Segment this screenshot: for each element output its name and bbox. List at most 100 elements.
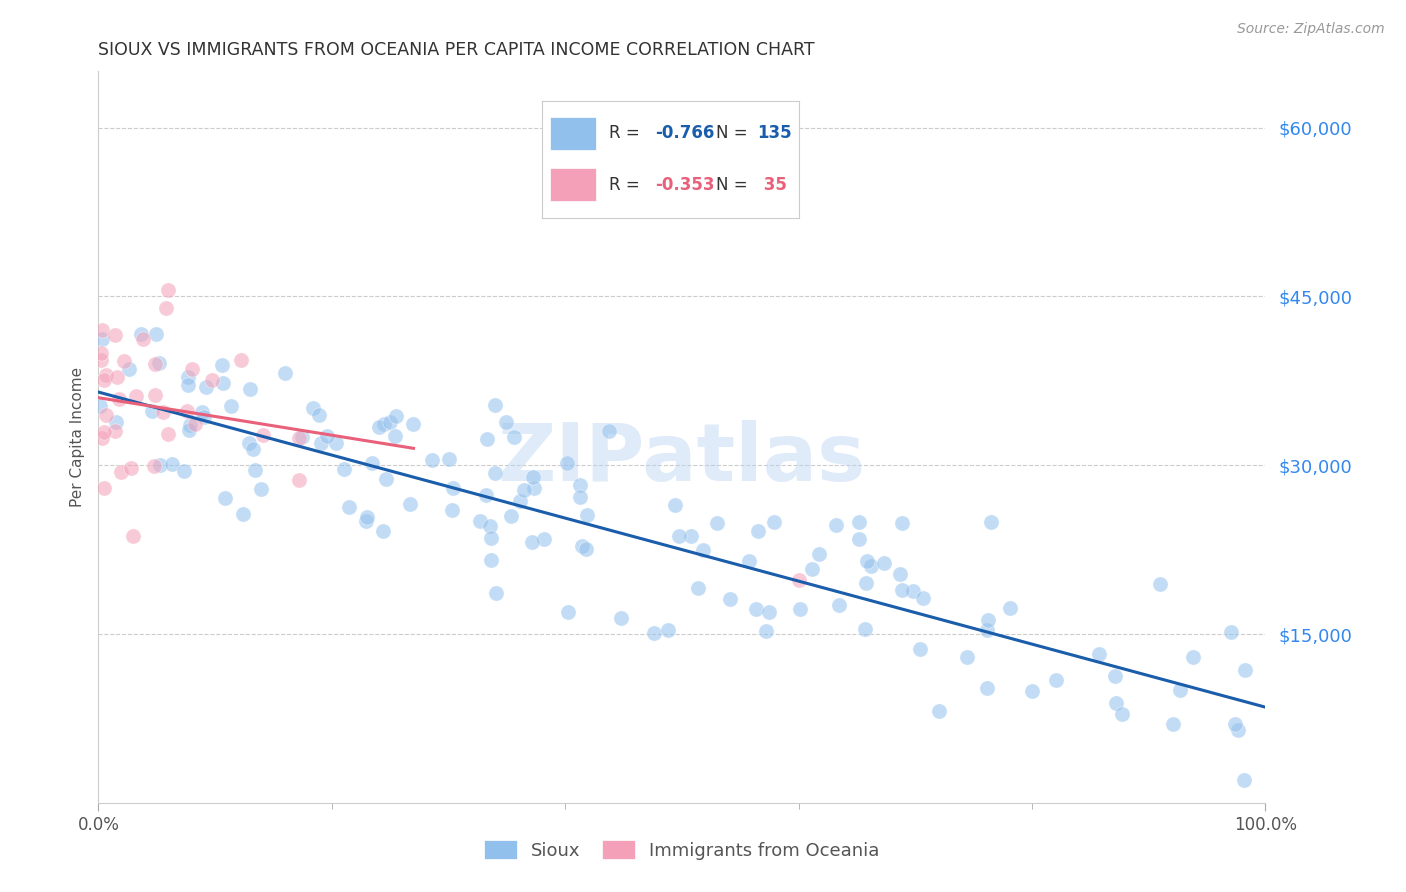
Text: ZIPatlas: ZIPatlas: [498, 420, 866, 498]
Point: [848, 532, 870, 546]
Point: [787, 573, 810, 587]
Point: [440, 503, 463, 517]
Point: [90, 346, 112, 360]
Point: [499, 508, 522, 523]
Point: [179, 418, 201, 433]
Point: [745, 602, 768, 616]
Point: [848, 516, 870, 530]
Point: [93, 425, 115, 439]
Point: [668, 529, 690, 543]
Point: [502, 430, 524, 444]
Point: [569, 490, 592, 504]
Point: [828, 598, 851, 612]
Point: [356, 510, 378, 524]
Point: [93, 373, 115, 387]
Point: [155, 301, 177, 315]
Point: [287, 431, 309, 445]
Point: [250, 482, 273, 496]
Point: [354, 514, 377, 528]
Point: [129, 327, 152, 342]
Point: [485, 586, 508, 600]
Point: [311, 436, 333, 450]
Point: [977, 613, 1000, 627]
Point: [468, 514, 491, 528]
Point: [1021, 683, 1043, 698]
Point: [232, 507, 254, 521]
Point: [643, 626, 665, 640]
Point: [495, 415, 517, 429]
Point: [371, 524, 394, 538]
Point: [325, 436, 347, 450]
Point: [1226, 723, 1249, 737]
Point: [664, 498, 686, 512]
Point: [1104, 669, 1126, 683]
Point: [141, 404, 163, 418]
Point: [373, 417, 395, 432]
Point: [361, 456, 384, 470]
Point: [238, 382, 260, 396]
Point: [91, 431, 114, 445]
Point: [789, 602, 811, 616]
Point: [1233, 773, 1256, 788]
Point: [112, 354, 135, 368]
Point: [859, 559, 882, 574]
Text: Source: ZipAtlas.com: Source: ZipAtlas.com: [1237, 22, 1385, 37]
Y-axis label: Per Capita Income: Per Capita Income: [69, 367, 84, 508]
Point: [824, 518, 846, 533]
Point: [302, 401, 325, 416]
Point: [441, 481, 464, 495]
Point: [184, 417, 207, 431]
Point: [523, 481, 546, 495]
Point: [201, 373, 224, 387]
Point: [477, 432, 499, 446]
Point: [801, 562, 824, 576]
Point: [214, 491, 236, 505]
Point: [252, 427, 274, 442]
Point: [368, 420, 391, 434]
Point: [557, 605, 579, 619]
Point: [93, 481, 115, 495]
Point: [479, 553, 502, 567]
Point: [143, 388, 166, 402]
Point: [598, 425, 620, 439]
Point: [238, 436, 260, 450]
Point: [110, 465, 132, 479]
Point: [156, 427, 179, 442]
Point: [177, 370, 200, 384]
Point: [1233, 663, 1256, 677]
Point: [402, 417, 425, 431]
Point: [229, 353, 252, 368]
Point: [274, 367, 297, 381]
Point: [118, 362, 141, 376]
Point: [976, 624, 998, 638]
Point: [706, 516, 728, 530]
Point: [176, 404, 198, 418]
Point: [105, 369, 128, 384]
Point: [762, 515, 785, 529]
Point: [91, 332, 114, 346]
Point: [160, 457, 183, 471]
Point: [242, 442, 264, 456]
Text: SIOUX VS IMMIGRANTS FROM OCEANIA PER CAPITA INCOME CORRELATION CHART: SIOUX VS IMMIGRANTS FROM OCEANIA PER CAP…: [98, 41, 815, 59]
Point: [1223, 717, 1246, 731]
Point: [901, 583, 924, 598]
Point: [575, 541, 598, 556]
Point: [94, 409, 117, 423]
Point: [142, 458, 165, 473]
Point: [385, 409, 408, 424]
Point: [315, 428, 337, 442]
Point: [856, 554, 879, 568]
Point: [195, 380, 218, 394]
Point: [1111, 707, 1133, 722]
Point: [1045, 673, 1067, 687]
Point: [190, 405, 212, 419]
Point: [610, 610, 633, 624]
Point: [243, 462, 266, 476]
Point: [1149, 576, 1171, 591]
Legend: Sioux, Immigrants from Oceania: Sioux, Immigrants from Oceania: [477, 833, 887, 867]
Point: [912, 591, 935, 605]
Point: [908, 641, 931, 656]
Point: [686, 581, 709, 595]
Point: [956, 650, 979, 665]
Point: [980, 515, 1002, 529]
